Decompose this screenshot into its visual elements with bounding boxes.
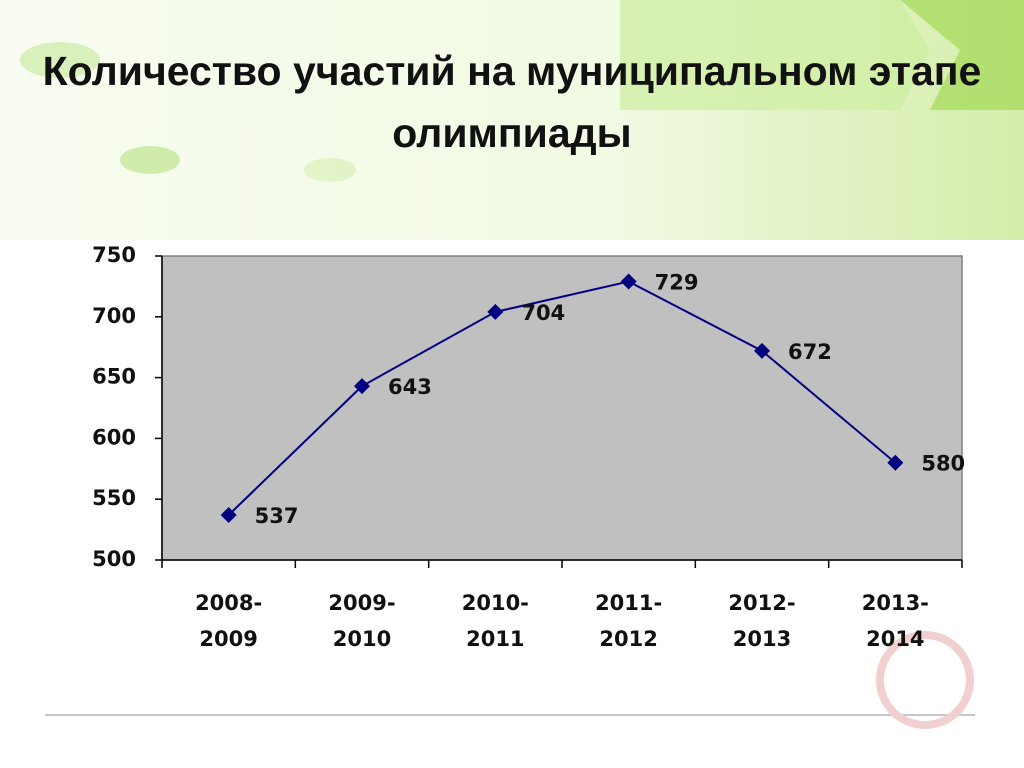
data-point <box>887 454 904 471</box>
y-tick-label: 650 <box>92 365 136 389</box>
y-tick-label: 600 <box>92 425 136 449</box>
background-decoration <box>900 0 1024 110</box>
data-point <box>220 507 237 524</box>
data-point <box>354 378 370 395</box>
data-label: 672 <box>788 340 832 364</box>
leaf <box>20 42 100 78</box>
data-label: 729 <box>655 271 699 295</box>
leaf <box>304 158 356 182</box>
leaf <box>120 146 180 174</box>
y-tick-label: 750 <box>92 243 136 267</box>
data-point <box>620 273 637 290</box>
data-point <box>754 342 770 359</box>
x-tick-label: 2011-2012 <box>595 591 663 651</box>
x-tick-label: 2008-2009 <box>195 591 263 651</box>
data-label: 643 <box>388 375 432 399</box>
x-tick-label: 2009-2010 <box>328 591 396 651</box>
x-tick-label: 2010-2011 <box>461 591 529 651</box>
y-tick-label: 700 <box>92 304 136 328</box>
logo <box>876 631 974 729</box>
data-point <box>487 303 504 320</box>
x-tick-label: 2012-2013 <box>728 591 796 651</box>
background-decoration <box>620 0 930 110</box>
data-label: 537 <box>255 504 299 528</box>
y-tick-label: 550 <box>92 486 136 510</box>
series-line <box>227 280 896 516</box>
y-tick-label: 500 <box>92 547 136 571</box>
data-label: 580 <box>921 452 965 476</box>
chart-title: Количество участий на муниципальном этап… <box>42 48 982 156</box>
data-label: 704 <box>521 301 565 325</box>
x-tick-label: 2013-2014 <box>861 591 929 651</box>
